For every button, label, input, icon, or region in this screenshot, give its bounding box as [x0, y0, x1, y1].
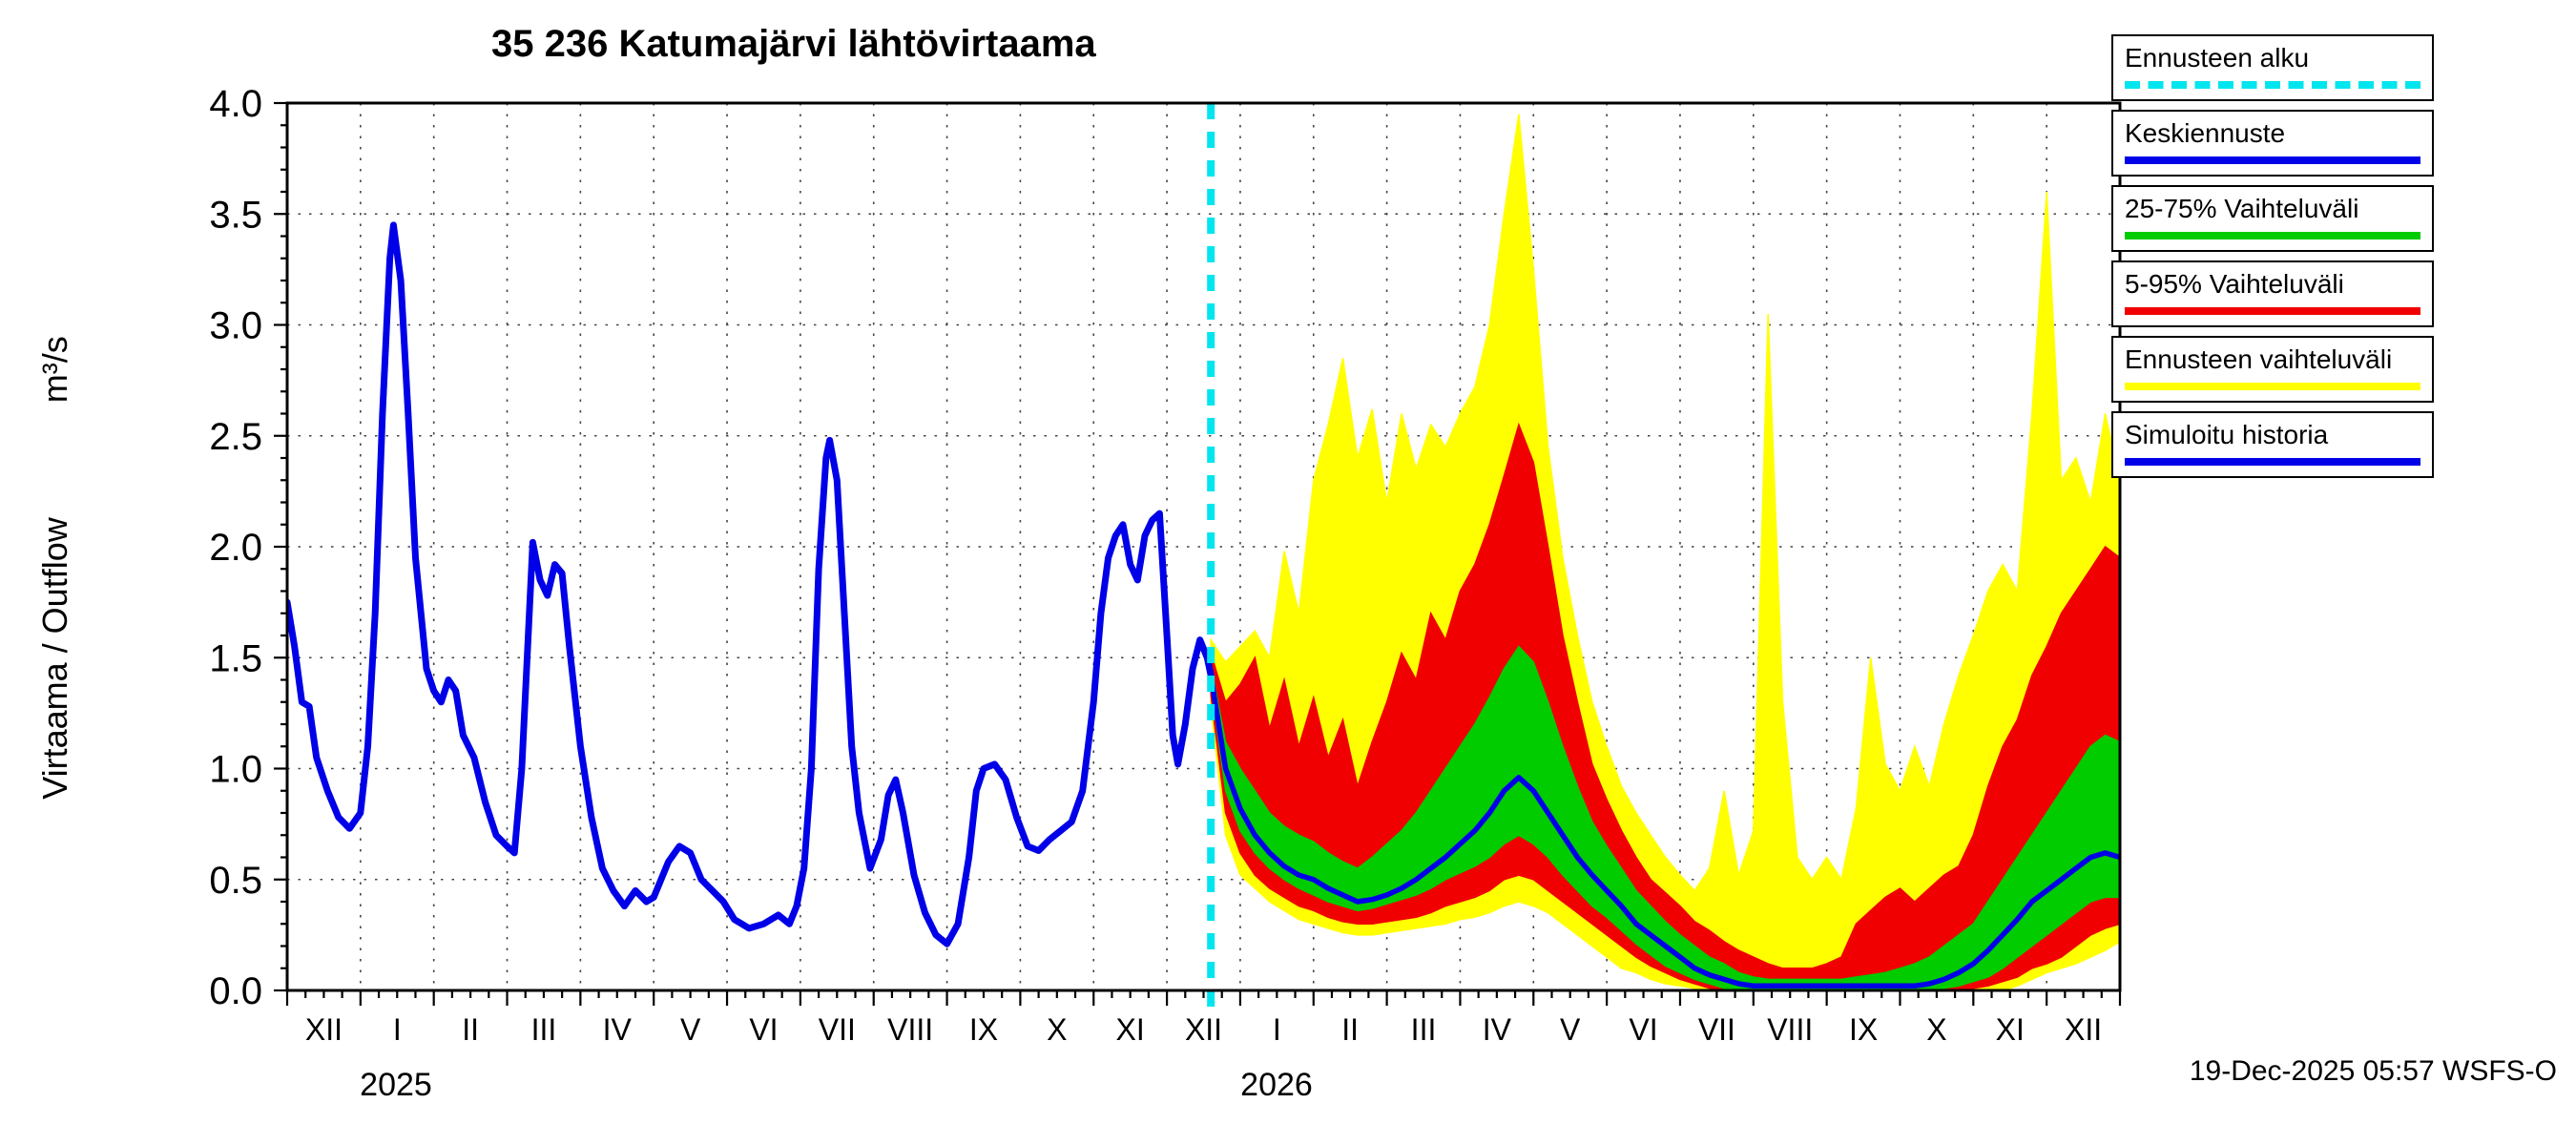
band-25-75	[1210, 645, 2120, 990]
timestamp: 19-Dec-2025 05:57 WSFS-O	[2189, 1055, 2557, 1087]
axis-ticks	[274, 101, 2122, 1006]
x-tick-label: IV	[603, 1012, 633, 1047]
legend-item-1: Ennusteen alku	[2111, 34, 2434, 101]
x-tick-label: XII	[2065, 1012, 2102, 1047]
legend-item-label: Keskiennuste	[2125, 118, 2286, 148]
x-tick-label: VI	[749, 1012, 778, 1047]
legend-item-4: 5-95% Vaihteluväli	[2111, 260, 2434, 327]
chart-title: 35 236 Katumajärvi lähtövirtaama	[491, 23, 1096, 65]
legend: Ennusteen alku Keskiennuste 25-75% Vaihtel…	[2111, 34, 2434, 487]
x-tick-label: III	[1411, 1012, 1437, 1047]
y-axis-label: Virtaama / Outflow	[35, 517, 74, 800]
legend-item-6: Simuloitu historia	[2111, 411, 2434, 478]
x-tick-label: XII	[305, 1012, 343, 1047]
median-forecast-line	[1208, 673, 2120, 989]
y-tick-label: 2.5	[209, 416, 262, 458]
y-tick-label: 3.5	[209, 194, 262, 236]
x-tick-label: I	[1273, 1012, 1281, 1047]
x-tick-label: V	[680, 1012, 701, 1047]
legend-item-label: Ennusteen alku	[2125, 43, 2310, 73]
legend-item-label: 5-95% Vaihteluväli	[2125, 269, 2344, 299]
x-tick-label: XI	[1116, 1012, 1145, 1047]
year-label-2025: 2025	[360, 1067, 432, 1103]
legend-item-swatch	[2125, 383, 2420, 390]
y-tick-label: 4.0	[209, 83, 262, 125]
grid	[287, 103, 2120, 990]
legend-item-label: Ennusteen vaihteluväli	[2125, 344, 2393, 374]
x-tick-label: X	[1047, 1012, 1067, 1047]
x-tick-label: IV	[1483, 1012, 1512, 1047]
x-tick-label: XI	[1996, 1012, 2025, 1047]
y-tick-label: 3.0	[209, 305, 262, 347]
legend-item-3: 25-75% Vaihteluväli	[2111, 185, 2434, 252]
x-tick-label: VIII	[887, 1012, 933, 1047]
y-tick-label: 1.5	[209, 637, 262, 679]
x-tick-label: X	[1926, 1012, 1946, 1047]
x-tick-label: IX	[1849, 1012, 1878, 1047]
legend-item-swatch	[2125, 232, 2420, 239]
x-tick-label: V	[1560, 1012, 1581, 1047]
y-tick-label: 1.0	[209, 749, 262, 791]
y-tick-label: 0.0	[209, 970, 262, 1012]
data-layer	[287, 114, 2120, 990]
year-label-2026: 2026	[1240, 1067, 1313, 1103]
x-tick-label: IX	[969, 1012, 998, 1047]
x-tick-label: VII	[1698, 1012, 1735, 1047]
legend-item-2: Keskiennuste	[2111, 110, 2434, 177]
legend-item-swatch	[2125, 307, 2420, 315]
x-tick-label: XII	[1185, 1012, 1222, 1047]
y-tick-label: 0.5	[209, 860, 262, 902]
legend-item-5: Ennusteen vaihteluväli	[2111, 336, 2434, 403]
history-line	[287, 221, 1215, 947]
x-tick-label: II	[1341, 1012, 1359, 1047]
legend-item-swatch	[2125, 81, 2420, 89]
x-tick-label: II	[462, 1012, 479, 1047]
x-tick-label: VI	[1629, 1012, 1657, 1047]
legend-item-label: Simuloitu historia	[2125, 420, 2329, 449]
legend-item-swatch	[2125, 156, 2420, 164]
x-tick-label: I	[393, 1012, 402, 1047]
x-tick-label: VII	[819, 1012, 856, 1047]
legend-item-swatch	[2125, 458, 2420, 466]
x-tick-label: VIII	[1767, 1012, 1813, 1047]
legend-item-label: 25-75% Vaihteluväli	[2125, 194, 2359, 223]
y-tick-label: 2.0	[209, 527, 262, 569]
y-axis-title: Virtaama / Outflow m³/s	[35, 336, 75, 799]
y-axis-unit: m³/s	[35, 336, 74, 404]
x-tick-label: III	[531, 1012, 557, 1047]
